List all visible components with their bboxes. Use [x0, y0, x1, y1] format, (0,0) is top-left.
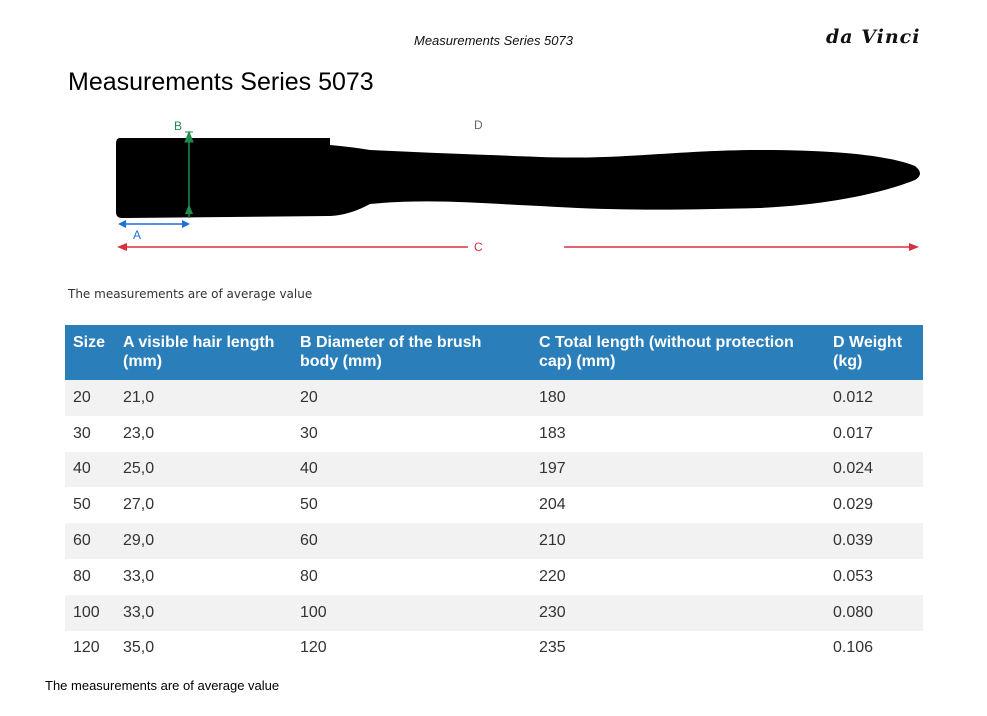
cell-a: 33,0 [115, 594, 292, 631]
cell-c: 220 [531, 558, 825, 595]
note-bottom: The measurements are of average value [45, 678, 280, 693]
cell-c: 204 [531, 487, 825, 524]
cell-size: 50 [65, 487, 115, 524]
header-b: B Diameter of the brush body (mm) [292, 325, 531, 380]
label-b: B [174, 119, 182, 133]
header-a: A visible hair length (mm) [115, 325, 292, 380]
cell-b: 80 [292, 558, 531, 595]
c-arrow-right [909, 243, 919, 251]
cell-b: 50 [292, 487, 531, 524]
table-row: 30 23,0 30 183 0.017 [65, 415, 923, 452]
a-arrow-right [182, 220, 190, 228]
cell-a: 25,0 [115, 451, 292, 488]
cell-d: 0.080 [825, 594, 923, 631]
cell-c: 210 [531, 523, 825, 559]
label-c: C [474, 240, 483, 254]
cell-size: 20 [65, 380, 115, 416]
cell-size: 80 [65, 558, 115, 595]
cell-d: 0.053 [825, 558, 923, 595]
cell-c: 197 [531, 451, 825, 488]
table-header-row: Size A visible hair length (mm) B Diamet… [65, 325, 923, 380]
cell-b: 30 [292, 415, 531, 452]
cell-size: 60 [65, 523, 115, 559]
cell-b: 120 [292, 630, 531, 667]
cell-d: 0.024 [825, 451, 923, 488]
cell-b: 60 [292, 523, 531, 559]
cell-size: 100 [65, 594, 115, 631]
cell-size: 120 [65, 630, 115, 667]
cell-a: 33,0 [115, 558, 292, 595]
cell-size: 30 [65, 415, 115, 452]
b-arrow-bottom [185, 204, 193, 214]
cell-c: 183 [531, 415, 825, 452]
header-doc-title: Measurements Series 5073 [414, 33, 573, 48]
cell-size: 40 [65, 451, 115, 488]
header-c: C Total length (without protection cap) … [531, 325, 825, 380]
cell-c: 235 [531, 630, 825, 667]
cell-a: 23,0 [115, 415, 292, 452]
cell-b: 100 [292, 594, 531, 631]
table-row: 100 33,0 100 230 0.080 [65, 594, 923, 631]
cell-a: 27,0 [115, 487, 292, 524]
table-row: 80 33,0 80 220 0.053 [65, 558, 923, 595]
cell-a: 21,0 [115, 380, 292, 416]
cell-c: 180 [531, 380, 825, 416]
cell-d: 0.017 [825, 415, 923, 452]
cell-a: 29,0 [115, 523, 292, 559]
measurements-table: Size A visible hair length (mm) B Diamet… [65, 325, 923, 667]
page-title: Measurements Series 5073 [68, 68, 374, 96]
cell-d: 0.012 [825, 380, 923, 416]
cell-d: 0.039 [825, 523, 923, 559]
cell-b: 40 [292, 451, 531, 488]
header-size: Size [65, 325, 115, 380]
table-row: 60 29,0 60 210 0.039 [65, 523, 923, 559]
label-a: A [133, 228, 141, 242]
brush-silhouette [116, 138, 920, 218]
b-arrow-top [184, 130, 194, 143]
brush-measurement-diagram: B A C D [116, 118, 920, 254]
a-arrow-left [118, 220, 126, 228]
table-row: 50 27,0 50 204 0.029 [65, 487, 923, 524]
note-top: The measurements are of average value [68, 287, 313, 301]
cell-c: 230 [531, 594, 825, 631]
cell-d: 0.029 [825, 487, 923, 524]
cell-a: 35,0 [115, 630, 292, 667]
table-row: 40 25,0 40 197 0.024 [65, 451, 923, 488]
table-row: 120 35,0 120 235 0.106 [65, 630, 923, 667]
c-arrow-left [117, 243, 127, 251]
label-d: D [474, 118, 483, 132]
cell-d: 0.106 [825, 630, 923, 667]
brand-logo: da Vinci [826, 26, 921, 48]
table-row: 20 21,0 20 180 0.012 [65, 380, 923, 416]
header-d: D Weight (kg) [825, 325, 923, 380]
cell-b: 20 [292, 380, 531, 416]
